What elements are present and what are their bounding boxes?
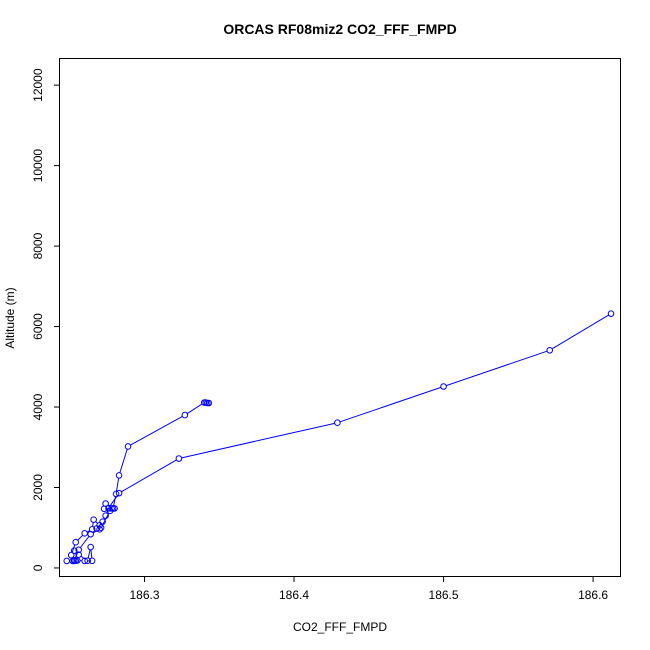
data-point (87, 543, 94, 551)
series-segment (119, 448, 128, 473)
x-axis: 186.3 186.4 186.5 186.6 (129, 576, 608, 602)
series-segment (87, 549, 91, 559)
data-point (96, 526, 103, 533)
y-tick-label: 6000 (31, 313, 45, 340)
series-segment (79, 536, 90, 548)
series-segment (101, 513, 110, 526)
x-tick-label: 186.4 (279, 588, 309, 602)
data-point (90, 516, 97, 523)
data-point (115, 489, 123, 497)
data-point (607, 310, 615, 317)
data-point (124, 443, 132, 450)
data-point (75, 546, 82, 554)
series-segment (92, 530, 98, 534)
data-point (73, 557, 81, 564)
x-tick-label: 186.3 (129, 588, 159, 602)
data-point (97, 524, 105, 532)
series-segment (92, 522, 94, 527)
series-segment (339, 386, 442, 423)
series-segment (121, 459, 177, 493)
plot-frame (59, 58, 621, 577)
x-tick-label: 186.6 (578, 588, 608, 602)
data-point (175, 455, 183, 462)
series-segment (77, 534, 84, 541)
series-segment (446, 350, 548, 387)
data-point (100, 505, 108, 513)
series-segment (90, 549, 93, 559)
y-tick-label: 2000 (31, 474, 45, 501)
x-tick-label: 186.5 (429, 588, 459, 602)
data-point (202, 399, 210, 406)
data-point (181, 411, 189, 419)
data-point (67, 551, 75, 559)
series-segment (551, 314, 609, 350)
data-point (334, 419, 341, 427)
data-point (88, 557, 96, 565)
data-point (205, 399, 213, 407)
series-segment (80, 555, 86, 560)
series-segment (71, 544, 76, 553)
data-point (546, 346, 554, 354)
data-point (75, 551, 82, 558)
data-point (87, 530, 94, 538)
y-tick-label: 8000 (31, 232, 45, 259)
data-point (115, 472, 123, 479)
data-point (70, 547, 78, 554)
series-segment (130, 415, 183, 446)
series-segment (109, 495, 118, 507)
series-2 (70, 310, 615, 565)
series-segment (74, 552, 79, 559)
y-tick-label: 10000 (31, 149, 45, 183)
data-point (81, 530, 88, 537)
data-point (72, 538, 80, 546)
data-point (70, 557, 78, 565)
series-segment (116, 478, 120, 492)
plot-area (63, 310, 615, 565)
series-segment (181, 422, 335, 459)
chart-title: ORCAS RF08miz2 CO2_FFF_FMPD (223, 21, 456, 37)
data-point (440, 383, 447, 390)
y-tick-label: 0 (31, 564, 45, 571)
data-point (84, 557, 91, 565)
series-segment (186, 403, 203, 414)
y-axis-label: Altitude (m) (3, 287, 17, 348)
y-axis: 0 2000 4000 6000 8000 10000 12000 (31, 68, 60, 571)
data-point (63, 557, 71, 565)
y-tick-label: 12000 (31, 68, 45, 102)
x-axis-label: CO2_FFF_FMPD (293, 620, 387, 634)
data-point (81, 557, 88, 565)
data-point (105, 504, 112, 512)
y-tick-label: 4000 (31, 393, 45, 420)
